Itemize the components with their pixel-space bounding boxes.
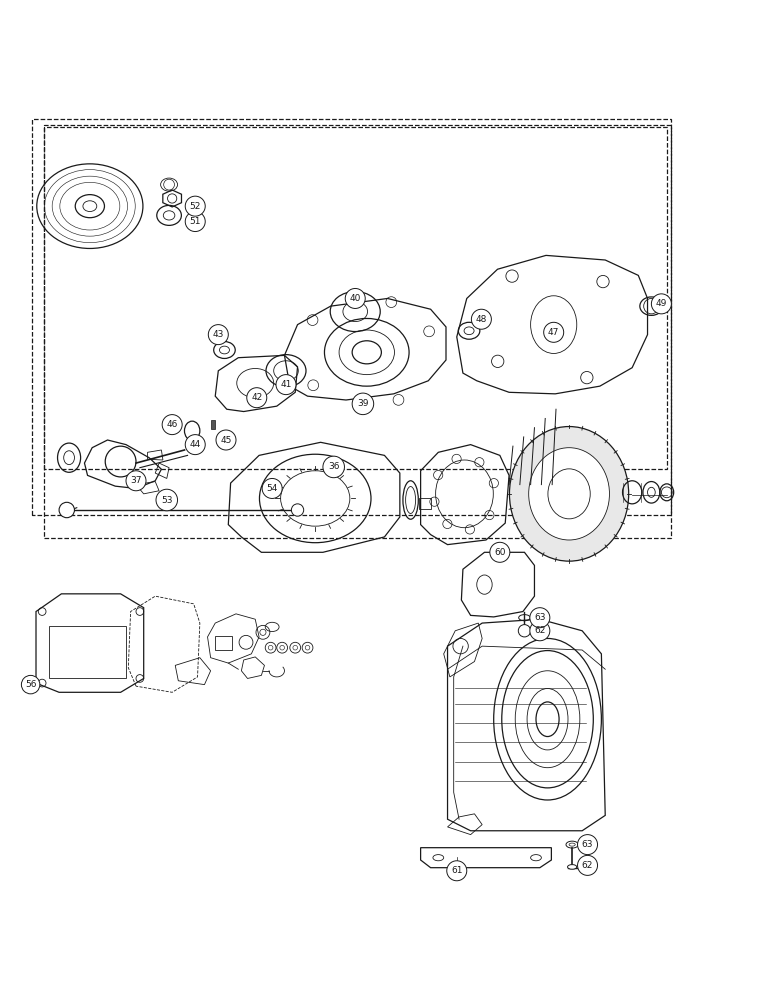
Text: 63: 63 [582, 840, 594, 849]
Bar [211, 420, 215, 429]
Circle shape [185, 212, 205, 232]
Text: 62: 62 [582, 861, 593, 870]
Text: 45: 45 [220, 436, 232, 445]
Circle shape [506, 270, 518, 282]
Text: 36: 36 [328, 462, 340, 471]
Circle shape [352, 393, 374, 415]
Text: 42: 42 [251, 393, 262, 402]
Circle shape [156, 489, 178, 511]
Text: 62: 62 [534, 626, 546, 635]
Text: 54: 54 [266, 484, 278, 493]
Text: 63: 63 [534, 613, 546, 622]
Circle shape [577, 835, 598, 855]
Bar [49, 626, 126, 678]
Circle shape [518, 625, 530, 637]
Circle shape [472, 309, 492, 329]
Circle shape [530, 608, 550, 628]
Text: 44: 44 [190, 440, 201, 449]
Text: 47: 47 [548, 328, 560, 337]
Circle shape [126, 471, 146, 491]
Text: 40: 40 [350, 294, 361, 303]
Text: 41: 41 [280, 380, 292, 389]
Bar [215, 636, 232, 650]
Text: 37: 37 [130, 476, 142, 485]
Circle shape [543, 322, 564, 342]
Circle shape [247, 388, 267, 408]
Circle shape [492, 355, 504, 367]
Circle shape [530, 621, 550, 641]
Circle shape [345, 288, 365, 308]
Text: 61: 61 [451, 866, 462, 875]
Circle shape [276, 375, 296, 395]
Circle shape [323, 456, 344, 478]
Text: 52: 52 [190, 202, 201, 211]
Circle shape [490, 542, 510, 562]
Bar [419, 498, 431, 509]
Text: 56: 56 [25, 680, 36, 689]
Text: 49: 49 [655, 299, 667, 308]
Ellipse shape [529, 448, 609, 540]
Circle shape [652, 294, 672, 314]
Text: 46: 46 [167, 420, 178, 429]
Text: 39: 39 [357, 399, 369, 408]
Text: 48: 48 [476, 315, 487, 324]
Text: 51: 51 [189, 217, 201, 226]
Text: 53: 53 [161, 496, 172, 505]
Circle shape [216, 430, 236, 450]
Circle shape [22, 675, 40, 694]
Ellipse shape [510, 427, 628, 561]
Circle shape [185, 196, 205, 216]
Circle shape [291, 504, 303, 516]
Circle shape [185, 435, 205, 455]
Circle shape [262, 478, 282, 498]
Circle shape [581, 371, 593, 384]
Circle shape [162, 415, 182, 435]
Ellipse shape [567, 865, 577, 869]
Circle shape [208, 325, 229, 345]
Circle shape [597, 275, 609, 288]
Circle shape [59, 502, 74, 518]
Circle shape [577, 855, 598, 875]
Circle shape [447, 861, 467, 881]
Text: 43: 43 [212, 330, 224, 339]
Text: 60: 60 [494, 548, 506, 557]
